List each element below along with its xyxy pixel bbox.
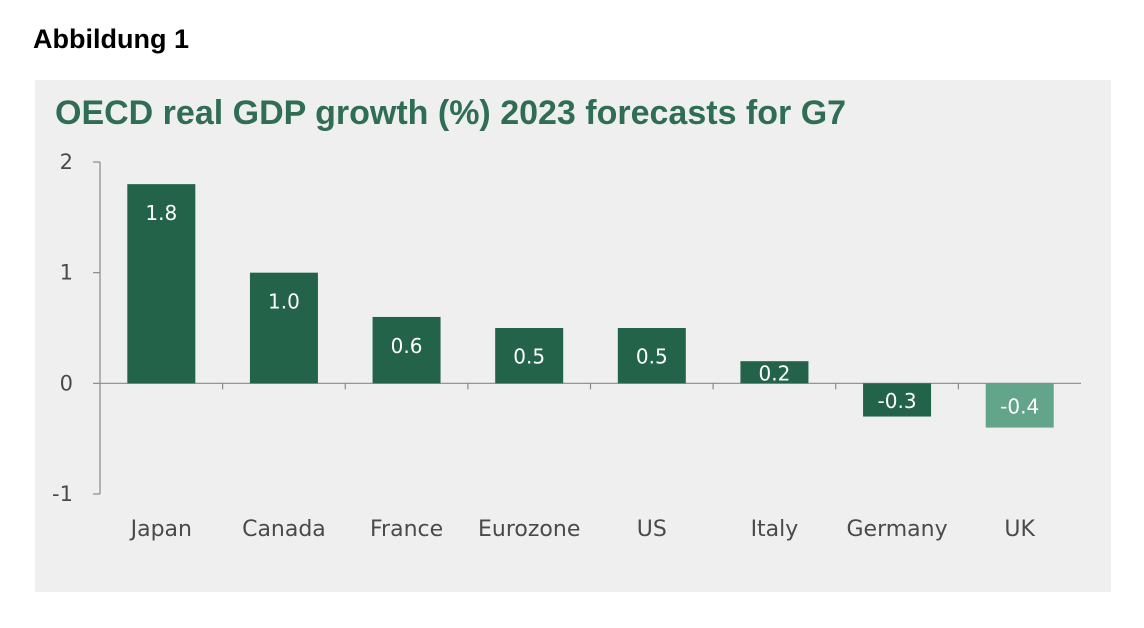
figure-heading: Abbildung 1 [33, 24, 189, 54]
bar-us [617, 328, 686, 384]
data-label: 1.0 [268, 290, 300, 314]
bar-chart: 2 1 0 -1 1.8 Japan 1.0 Canada 0.6 France 0.5 Eurozo… [52, 150, 1081, 542]
chart-title: OECD real GDP growth (%) 2023 forecasts … [55, 94, 847, 132]
y-tick-label: 2 [60, 150, 73, 174]
bar-canada [249, 272, 318, 384]
category-label: US [637, 517, 667, 542]
category-label: Eurozone [478, 517, 580, 542]
y-tick-label: -1 [52, 482, 73, 506]
data-label: -0.3 [878, 389, 917, 413]
data-label: 0.6 [391, 334, 423, 358]
data-label: 1.8 [145, 201, 177, 225]
bar-uk [985, 383, 1054, 428]
category-label: Japan [129, 517, 192, 542]
category-label: Canada [242, 517, 326, 542]
category-label: France [370, 517, 443, 542]
data-label: 0.2 [759, 361, 791, 385]
y-tick-label: 0 [60, 371, 73, 395]
bar-japan [127, 184, 196, 384]
chart-panel: OECD real GDP growth (%) 2023 forecasts … [35, 80, 1111, 592]
bar-france [372, 316, 441, 384]
data-label: 0.5 [636, 345, 668, 369]
category-label: Italy [751, 517, 799, 542]
data-label: -0.4 [1000, 394, 1039, 418]
bar-eurozone [495, 328, 564, 384]
bar-germany [863, 383, 932, 417]
bar-italy [740, 361, 809, 384]
category-label: Germany [847, 517, 948, 542]
data-label: 0.5 [513, 345, 545, 369]
y-tick-label: 1 [60, 261, 73, 285]
category-label: UK [1004, 517, 1035, 542]
